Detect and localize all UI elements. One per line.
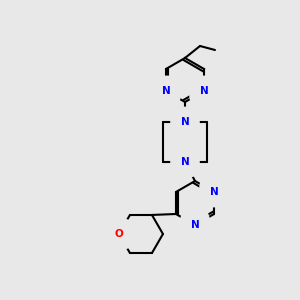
Text: N: N	[162, 86, 170, 96]
Text: N: N	[210, 187, 218, 197]
Text: N: N	[181, 157, 189, 167]
Text: N: N	[200, 86, 208, 96]
Text: N: N	[181, 117, 189, 127]
Text: O: O	[115, 229, 123, 239]
Text: N: N	[190, 220, 200, 230]
